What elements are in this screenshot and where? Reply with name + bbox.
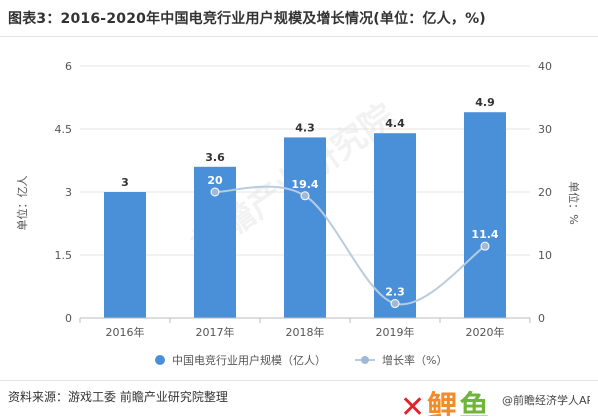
legend-line-label: 增长率（%） xyxy=(382,353,447,367)
x-tick-label: 2020年 xyxy=(466,325,505,339)
legend-bar-swatch xyxy=(155,355,165,365)
y-left-tick-label: 4.5 xyxy=(55,123,73,136)
y-left-tick-label: 1.5 xyxy=(55,249,73,262)
y-right-tick-label: 0 xyxy=(538,312,545,325)
y-axis-left: 0 1.5 3 4.5 6 xyxy=(55,60,73,325)
bar-value-label: 4.4 xyxy=(385,117,405,130)
line-point xyxy=(480,241,490,251)
bar xyxy=(104,192,146,318)
bar-value-label: 4.3 xyxy=(295,121,315,134)
chart-title: 图表3：2016-2020年中国电竞行业用户规模及增长情况(单位：亿人，%) xyxy=(8,11,486,27)
logo-subtitle: @前瞻经济学人APP xyxy=(502,394,590,407)
bar xyxy=(374,133,416,318)
line-value-label: 20 xyxy=(207,174,223,187)
y-right-tick-label: 10 xyxy=(538,249,552,262)
line-point xyxy=(390,299,400,309)
bar xyxy=(464,112,506,318)
y-left-tick-label: 3 xyxy=(65,186,72,199)
x-axis: 2016年 2017年 2018年 2019年 2020年 xyxy=(79,317,531,339)
line-value-label: 19.4 xyxy=(291,178,318,191)
publisher-logo: ✕鲤鱼 @前瞻经济学人APP xyxy=(400,380,590,416)
footer-divider xyxy=(0,380,598,381)
line-value-label: 2.3 xyxy=(385,286,405,299)
y-right-tick-label: 40 xyxy=(538,60,552,73)
y-axis-right-label: 单位：% xyxy=(567,181,581,224)
y-axis-left-label: 单位：亿人 xyxy=(15,176,29,231)
line-point xyxy=(300,191,310,201)
title-divider xyxy=(0,36,598,37)
logo-mark: ✕鲤鱼 xyxy=(400,390,492,416)
x-tick-label: 2016年 xyxy=(106,325,145,339)
x-tick-label: 2018年 xyxy=(286,325,325,339)
y-left-tick-label: 0 xyxy=(65,312,72,325)
y-left-tick-label: 6 xyxy=(65,60,72,73)
x-tick-label: 2019年 xyxy=(376,325,415,339)
growth-line xyxy=(214,185,486,306)
legend-bar-label: 中国电竞行业用户规模（亿人） xyxy=(172,353,326,367)
y-right-tick-label: 30 xyxy=(538,123,552,136)
bar-value-label: 3.6 xyxy=(205,151,225,164)
bar-value-label: 4.9 xyxy=(475,96,495,109)
legend-line-marker xyxy=(361,356,369,364)
y-right-tick-label: 20 xyxy=(538,186,552,199)
line-series: 20 19.4 2.3 11.4 xyxy=(207,174,499,309)
bar xyxy=(284,137,326,318)
x-tick-label: 2017年 xyxy=(196,325,235,339)
chart: 前瞻产业研究院 33.64.34.44.9 2019.42.311.4 01.5… xyxy=(15,60,581,367)
line-point xyxy=(210,187,220,197)
bar-value-label: 3 xyxy=(121,176,129,189)
line-value-label: 11.4 xyxy=(471,228,498,241)
legend: 中国电竞行业用户规模（亿人） 增长率（%） xyxy=(155,353,447,367)
y-axis-right: 0 10 20 30 40 xyxy=(538,60,552,325)
source-note: 资料来源：游戏工委 前瞻产业研究院整理 xyxy=(8,390,228,404)
